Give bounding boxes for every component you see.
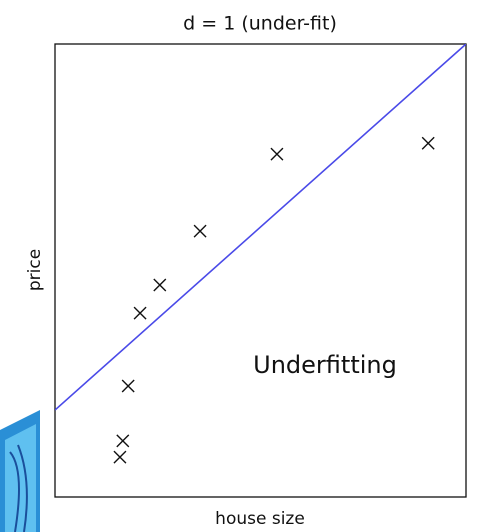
- chart: d = 1 (under-fit) house size price Under…: [0, 0, 481, 532]
- data-point: [154, 279, 166, 291]
- slide-decoration: [0, 410, 40, 532]
- chart-title: d = 1 (under-fit): [183, 13, 337, 35]
- y-axis-label: price: [25, 249, 45, 291]
- data-point: [114, 451, 126, 463]
- annotation: Underfitting: [253, 351, 397, 379]
- data-point: [134, 307, 146, 319]
- data-point: [122, 380, 134, 392]
- x-axis-label: house size: [215, 509, 305, 529]
- data-point: [117, 435, 129, 447]
- data-point: [194, 225, 206, 237]
- data-point: [422, 137, 434, 149]
- decoration-shape: [5, 424, 36, 532]
- data-point: [271, 148, 283, 160]
- plot-frame: [55, 44, 466, 497]
